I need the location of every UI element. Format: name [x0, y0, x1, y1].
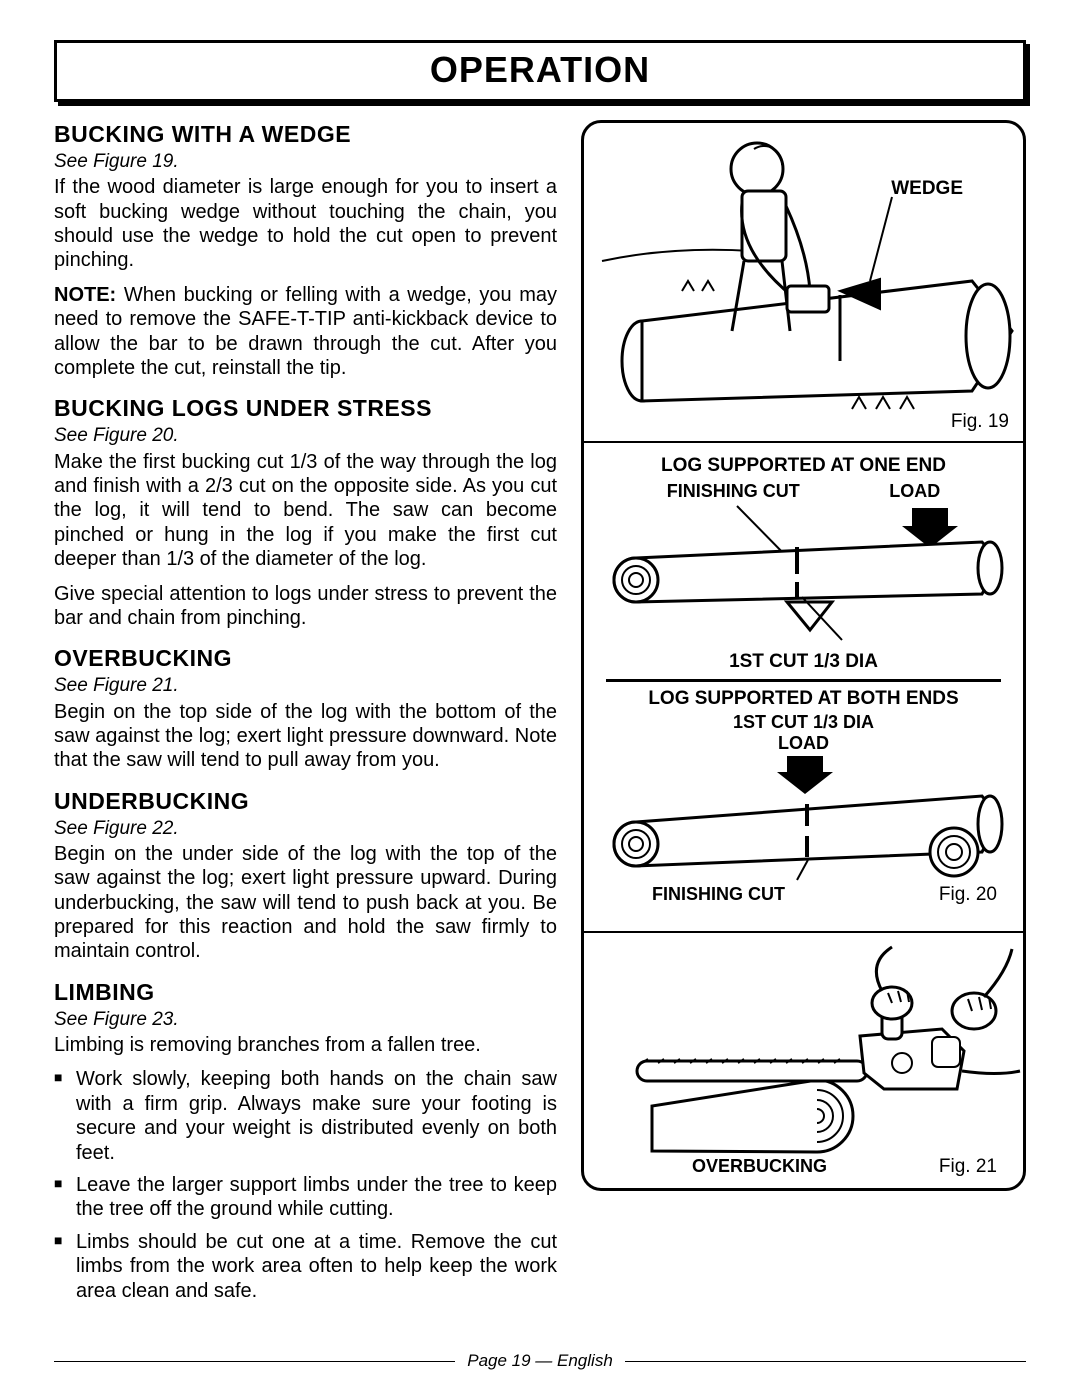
limbing-bullet-2: Leave the larger support limbs under the… — [76, 1173, 557, 1222]
bucking-stress-p1: Make the first bucking cut 1/3 of the wa… — [54, 450, 557, 572]
bucking-wedge-note: NOTE: When bucking or felling with a wed… — [54, 283, 557, 381]
fig20-first-cut2: 1ST CUT 1/3 DIA — [592, 712, 1015, 733]
see-fig-21: See Figure 21. — [54, 674, 557, 697]
figures-frame: WEDGE Fig. 19 — [581, 120, 1026, 1191]
fig20-load2: LOAD — [778, 733, 829, 753]
fig20-both-heading: LOG SUPPORTED AT BOTH ENDS — [592, 688, 1015, 710]
fig21-overbucking: OVERBUCKING — [692, 1156, 827, 1178]
fig20-finishing-cut2: FINISHING CUT — [652, 884, 785, 906]
left-column: BUCKING WITH A WEDGE See Figure 19. If t… — [54, 120, 557, 1311]
note-text: When bucking or felling with a wedge, yo… — [54, 284, 557, 379]
limbing-bullet-3: Limbs should be cut one at a time. Remov… — [76, 1230, 557, 1303]
note-label: NOTE: — [54, 284, 116, 306]
underbucking-p1: Begin on the under side of the log with … — [54, 842, 557, 964]
heading-bucking-wedge: BUCKING WITH A WEDGE — [54, 120, 557, 148]
page-title-box: OPERATION — [54, 40, 1026, 102]
content-columns: BUCKING WITH A WEDGE See Figure 19. If t… — [54, 120, 1026, 1311]
limbing-p1: Limbing is removing branches from a fall… — [54, 1033, 557, 1057]
fig-19-illustration — [592, 131, 1022, 431]
figure-20-panel: LOG SUPPORTED AT ONE END FINISHING CUT L… — [584, 443, 1023, 933]
bucking-wedge-p1: If the wood diameter is large enough for… — [54, 175, 557, 273]
fig-21-num: Fig. 21 — [939, 1156, 997, 1178]
fig20-load: LOAD — [889, 481, 940, 502]
fig20-first-cut: 1ST CUT 1/3 DIA — [592, 651, 1015, 673]
fig20-top-heading: LOG SUPPORTED AT ONE END — [592, 455, 1015, 477]
figure-19-panel: WEDGE Fig. 19 — [584, 123, 1023, 443]
wedge-label: WEDGE — [891, 178, 963, 200]
fig-19-num: Fig. 19 — [951, 411, 1009, 433]
right-column: WEDGE Fig. 19 — [581, 120, 1026, 1311]
bucking-stress-p2: Give special attention to logs under str… — [54, 582, 557, 631]
see-fig-20: See Figure 20. — [54, 424, 557, 447]
fig20-finishing-cut: FINISHING CUT — [667, 481, 800, 502]
fig-21-illustration — [592, 941, 1022, 1156]
see-fig-19: See Figure 19. — [54, 150, 557, 173]
see-fig-22: See Figure 22. — [54, 817, 557, 840]
fig-20a-illustration — [592, 502, 1022, 657]
fig-20b-illustration — [592, 754, 1022, 884]
limbing-bullets: Work slowly, keeping both hands on the c… — [54, 1067, 557, 1303]
see-fig-23: See Figure 23. — [54, 1008, 557, 1031]
heading-limbing: LIMBING — [54, 978, 557, 1006]
fig-20-num: Fig. 20 — [939, 884, 997, 906]
limbing-bullet-1: Work slowly, keeping both hands on the c… — [76, 1067, 557, 1165]
figure-21-panel: OVERBUCKING Fig. 21 — [584, 933, 1023, 1188]
heading-overbucking: OVERBUCKING — [54, 644, 557, 672]
footer-text: Page 19 — English — [467, 1351, 613, 1371]
heading-bucking-stress: BUCKING LOGS UNDER STRESS — [54, 394, 557, 422]
overbucking-p1: Begin on the top side of the log with th… — [54, 700, 557, 773]
page-footer: Page 19 — English — [54, 1351, 1026, 1371]
heading-underbucking: UNDERBUCKING — [54, 787, 557, 815]
page-title: OPERATION — [57, 49, 1023, 91]
